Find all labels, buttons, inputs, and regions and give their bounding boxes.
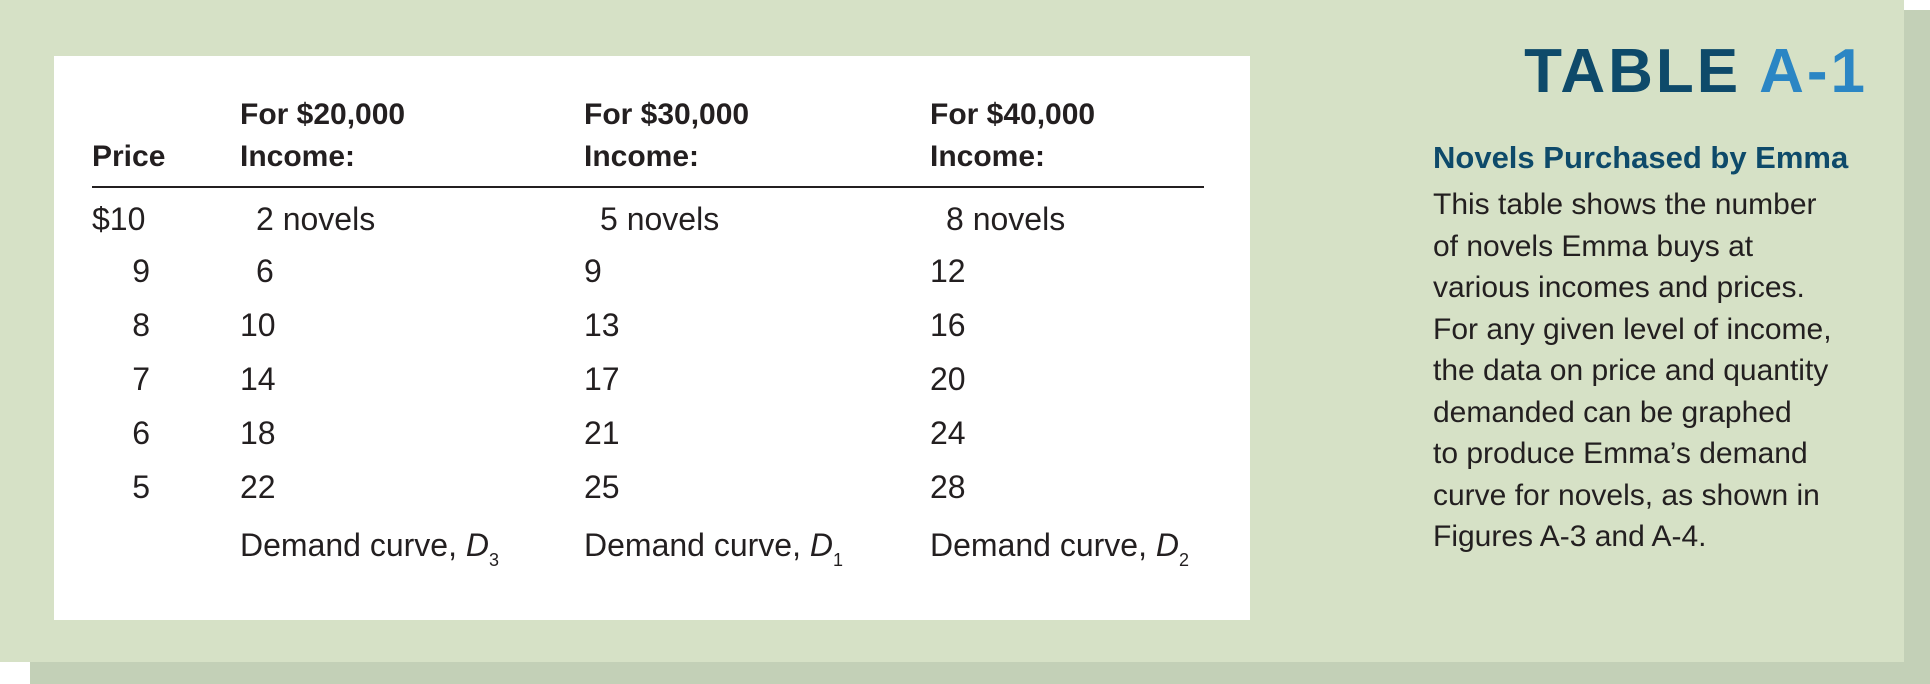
price-cell: $10: [92, 200, 146, 237]
quantity-cell: 25: [584, 468, 620, 505]
header-income-40000-line1: For $40,000: [930, 98, 1096, 131]
header-income-30000-line1: For $30,000: [584, 98, 750, 131]
demand-curve-subscript: 1: [832, 550, 843, 570]
caption-line: curve for novels, as shown in: [1433, 478, 1820, 512]
price-cell: 9: [132, 252, 150, 289]
caption-body: This table shows the number of novels Em…: [1433, 184, 1883, 558]
quantity-cell: 20: [930, 360, 966, 397]
caption-line: various incomes and prices.: [1433, 271, 1805, 304]
quantity-cell: 17: [584, 360, 620, 397]
quantity-cell: 28: [930, 468, 966, 505]
demand-curve-subscript: 3: [488, 550, 499, 570]
quantity-cell: 18: [240, 414, 276, 451]
header-income-20000-line2: Income:: [240, 140, 356, 173]
table-row: 5 22 25 28: [92, 460, 1204, 514]
quantity-cell: 2 novels: [256, 200, 376, 237]
header-income-30000-line2: Income:: [584, 140, 700, 173]
caption-line: of novels Emma buys at: [1433, 229, 1754, 263]
demand-curve-subscript: 2: [1178, 550, 1189, 570]
quantity-cell: 24: [930, 414, 966, 451]
header-income-20000-line1: For $20,000: [240, 98, 406, 131]
caption-line: This table shows the number: [1433, 188, 1817, 221]
figure-panel: Price For $20,000 Income: For $30,000 In…: [0, 0, 1904, 662]
caption-title: Novels Purchased by Emma: [1433, 140, 1849, 175]
table-card: Price For $20,000 Income: For $30,000 In…: [54, 56, 1250, 620]
price-cell: 6: [132, 414, 150, 451]
quantity-cell: 10: [240, 306, 276, 343]
table-row: 6 18 21 24: [92, 406, 1204, 460]
table-row: $10 2 novels 5 novels 8 novels: [92, 187, 1204, 244]
demand-curve-symbol: D: [465, 527, 489, 563]
demand-curve-text: Demand curve,: [584, 527, 801, 563]
quantity-cell: 12: [930, 252, 966, 289]
caption-line: demanded can be graphed: [1433, 395, 1792, 429]
quantity-cell: 16: [930, 306, 966, 343]
caption-line: For any given level of income,: [1433, 312, 1832, 346]
quantity-cell: 13: [584, 306, 620, 343]
novels-table: Price For $20,000 Income: For $30,000 In…: [92, 94, 1204, 576]
quantity-cell: 21: [584, 414, 620, 451]
empty-cell: [92, 514, 240, 576]
quantity-cell: 5 novels: [600, 200, 720, 237]
caption-line: Figures A-3 and A-4.: [1433, 520, 1707, 553]
price-cell: 7: [132, 360, 150, 397]
demand-curve-text: Demand curve,: [240, 527, 457, 563]
table-row: 8 10 13 16: [92, 298, 1204, 352]
table-title-number: A-1: [1759, 37, 1868, 106]
panel-shadow-right: [1904, 10, 1930, 684]
quantity-cell: 9: [584, 252, 602, 289]
table-title-word: TABLE: [1524, 37, 1742, 106]
demand-curve-label-d1: Demand curve, D1: [584, 514, 930, 576]
demand-curve-label-d2: Demand curve, D2: [930, 514, 1204, 576]
demand-curve-symbol: D: [809, 527, 833, 563]
quantity-cell: 14: [240, 360, 276, 397]
table-row: 7 14 17 20: [92, 352, 1204, 406]
header-price: Price: [92, 94, 240, 188]
quantity-cell: 8 novels: [946, 200, 1066, 237]
caption-line: to produce Emma’s demand: [1433, 437, 1808, 470]
price-cell: 5: [132, 468, 150, 505]
demand-curve-label-d3: Demand curve, D3: [240, 514, 584, 576]
table-row: 9 6 9 12: [92, 244, 1204, 298]
demand-curve-symbol: D: [1155, 527, 1179, 563]
table-header-row: Price For $20,000 Income: For $30,000 In…: [92, 94, 1204, 188]
header-income-20000: For $20,000 Income:: [240, 94, 584, 188]
caption-line: the data on price and quantity: [1433, 354, 1829, 387]
header-income-30000: For $30,000 Income:: [584, 94, 930, 188]
demand-curve-row: Demand curve, D3 Demand curve, D1 Demand…: [92, 514, 1204, 576]
header-income-40000-line2: Income:: [930, 140, 1046, 173]
header-income-40000: For $40,000 Income:: [930, 94, 1204, 188]
quantity-cell: 22: [240, 468, 276, 505]
table-title: TABLE A-1: [1524, 36, 1868, 107]
quantity-cell: 6: [256, 252, 274, 289]
price-cell: 8: [132, 306, 150, 343]
demand-curve-text: Demand curve,: [930, 527, 1147, 563]
panel-shadow-bottom: [30, 660, 1930, 684]
